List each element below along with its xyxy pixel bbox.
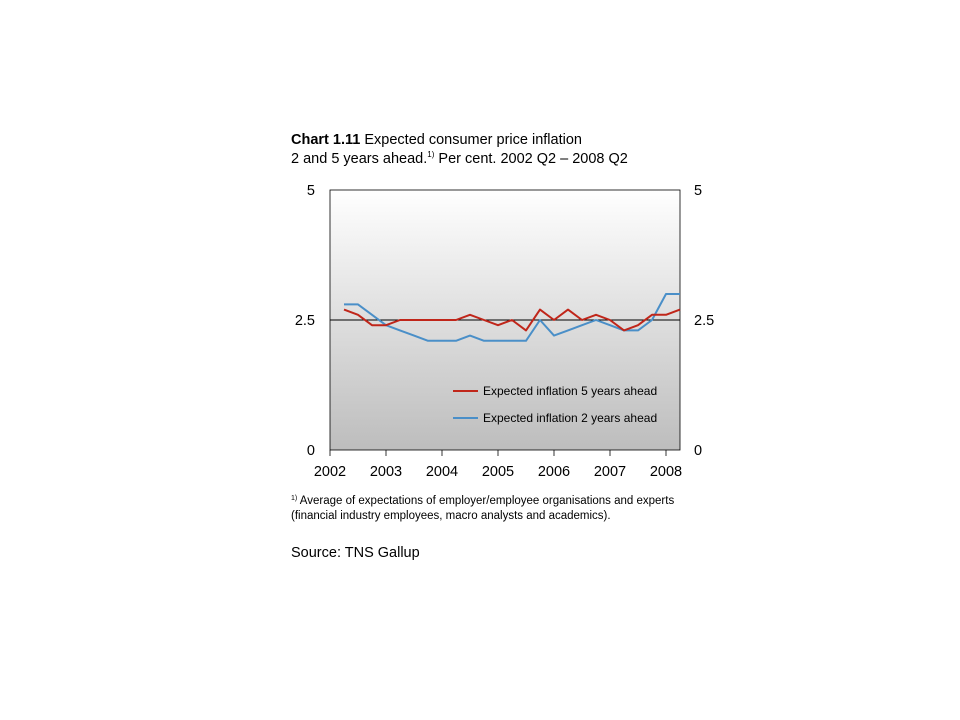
y-tick-label-right: 2.5: [694, 313, 714, 329]
x-axis-ticks: 2002 2003 2004 2005 2006 2007 2008: [314, 450, 682, 480]
legend: Expected inflation 5 years ahead Expected…: [453, 384, 657, 425]
y-tick-label-right: 0: [694, 443, 702, 459]
y-tick-label-left: 0: [307, 443, 315, 459]
title-line-1-text: Expected consumer price inflation: [364, 132, 582, 148]
x-tick-label: 2007: [594, 464, 626, 480]
footnote-text: Average of expectations of employer/empl…: [291, 495, 675, 522]
source-note: Source: TNS Gallup: [291, 545, 420, 561]
y-tick-label-left: 5: [307, 183, 315, 199]
y-tick-label-left: 2.5: [295, 313, 315, 329]
x-tick-label: 2005: [482, 464, 514, 480]
y-axis-ticks: 0 0 2.5 2.5 5 5: [295, 183, 714, 459]
y-tick-label-right: 5: [694, 183, 702, 199]
x-tick-label: 2006: [538, 464, 570, 480]
x-tick-label: 2004: [426, 464, 458, 480]
title-line-2: 2 and 5 years ahead.1) Per cent. 2002 Q2…: [291, 150, 711, 169]
x-tick-label: 2003: [370, 464, 402, 480]
x-tick-label: 2008: [650, 464, 682, 480]
series-line-5-years-ahead: [343, 308, 681, 332]
legend-label-2-years-ahead: Expected inflation 2 years ahead: [483, 411, 657, 425]
chart-title: Chart 1.11 Expected consumer price infla…: [291, 131, 711, 169]
series-lines: [343, 293, 681, 342]
legend-label-5-years-ahead: Expected inflation 5 years ahead: [483, 384, 657, 398]
footnote: 1) Average of expectations of employer/e…: [291, 494, 691, 524]
title-line-2-pre: 2 and 5 years ahead.: [291, 151, 428, 167]
title-footnote-marker: 1): [427, 150, 435, 159]
chart-number: Chart 1.11: [291, 132, 361, 148]
title-line-1: Chart 1.11 Expected consumer price infla…: [291, 131, 711, 150]
footnote-marker: 1): [291, 495, 298, 502]
title-line-2-post: Per cent. 2002 Q2 – 2008 Q2: [438, 151, 628, 167]
x-tick-label: 2002: [314, 464, 346, 480]
